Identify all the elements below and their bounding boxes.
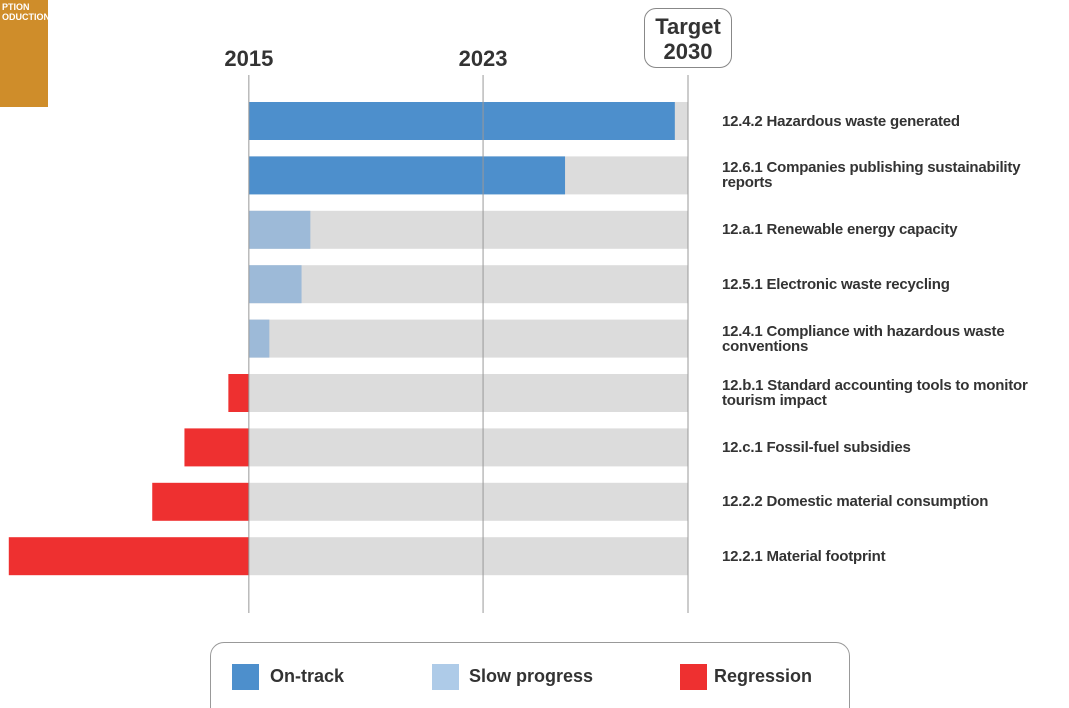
- bar: [248, 319, 270, 358]
- bar: [248, 210, 311, 249]
- target-track: [248, 374, 688, 412]
- bar: [248, 102, 675, 140]
- target-track: [248, 482, 688, 521]
- legend: [210, 642, 850, 708]
- legend-swatch: [680, 664, 707, 690]
- bar-label: 12.2.1 Material footprint: [722, 547, 886, 565]
- bar-label: 12.6.1 Companies publishing sustainabili…: [722, 159, 1021, 192]
- bar-label: 12.b.1 Standard accounting tools to moni…: [722, 377, 1028, 409]
- target-track: [248, 537, 688, 576]
- bar: [228, 374, 249, 412]
- bar: [248, 265, 302, 304]
- target-track: [248, 210, 688, 249]
- bar-label: 12.a.1 Renewable energy capacity: [722, 221, 958, 239]
- target-track: [248, 428, 688, 467]
- x-tick-label: 2015: [224, 46, 274, 71]
- bar: [248, 156, 566, 195]
- x-tick-label: 2023: [458, 46, 508, 71]
- logo-text: PTION: [2, 2, 30, 12]
- bar: [184, 428, 249, 467]
- bar: [8, 537, 249, 576]
- target-track: [248, 319, 688, 358]
- legend-label: Slow progress: [469, 666, 594, 686]
- target-track: [248, 265, 688, 304]
- bar-label: 12.c.1 Fossil-fuel subsidies: [722, 438, 911, 456]
- bar-label: 12.2.2 Domestic material consumption: [722, 493, 989, 511]
- bar-label: 12.4.1 Compliance with hazardous waste c…: [722, 322, 1005, 355]
- legend-label: Regression: [714, 666, 813, 686]
- legend-swatch: [232, 664, 259, 690]
- bar-label: 12.4.2 Hazardous waste generated: [722, 112, 960, 130]
- bar-label: 12.5.1 Electronic waste recycling: [722, 275, 950, 293]
- x-tick-label: Target 2030: [644, 8, 732, 68]
- logo-text: ODUCTION: [2, 12, 50, 22]
- logo: [0, 0, 48, 107]
- legend-label: On-track: [270, 666, 345, 686]
- legend-swatch: [432, 664, 459, 690]
- bar: [152, 482, 249, 521]
